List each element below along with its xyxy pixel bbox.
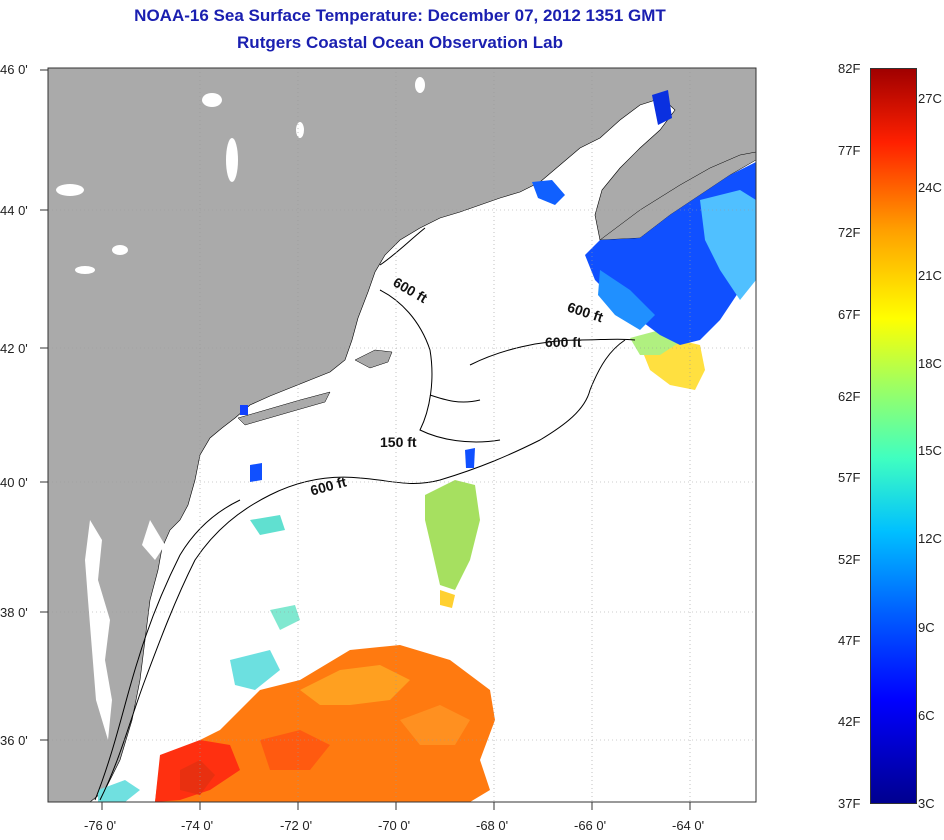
contour-label: 150 ft [380, 434, 417, 450]
map-title: NOAA-16 Sea Surface Temperature: Decembe… [134, 6, 666, 25]
lon-label: -68 0' [476, 818, 509, 833]
colorbar-f-label: 67F [838, 307, 861, 322]
colorbar-c-label: 6C [918, 708, 935, 723]
colorbar-f-label: 37F [838, 796, 861, 811]
lat-label: 38 0' [0, 605, 28, 620]
colorbar-f-label: 72F [838, 225, 861, 240]
colorbar-c-label: 24C [918, 180, 942, 195]
bathymetry-contours [94, 227, 636, 801]
chesapeake-bay [85, 520, 112, 740]
inland-lakes [56, 77, 425, 274]
lat-label: 40 0' [0, 475, 28, 490]
colorbar-c-label: 27C [918, 91, 942, 106]
sst-cold-region [240, 90, 756, 482]
colorbar-f-label: 47F [838, 633, 861, 648]
colorbar-f-label: 62F [838, 389, 861, 404]
map-subtitle: Rutgers Coastal Ocean Observation Lab [237, 33, 563, 52]
land-mass [48, 68, 756, 802]
cape-cod [354, 349, 393, 369]
colorbar-c-label: 21C [918, 268, 942, 283]
map-frame [47, 67, 757, 803]
lon-label: -66 0' [574, 818, 607, 833]
colorbar-f-label: 42F [838, 714, 861, 729]
colorbar-c-label: 9C [918, 620, 935, 635]
lat-label: 44 0' [0, 203, 28, 218]
colorbar-c-label: 15C [918, 443, 942, 458]
lon-label: -74 0' [181, 818, 214, 833]
lon-label: -70 0' [378, 818, 411, 833]
lat-label: 42 0' [0, 341, 28, 356]
lon-label: -64 0' [672, 818, 705, 833]
nova-scotia [599, 151, 756, 241]
sst-mid-region [98, 330, 705, 802]
delaware-bay [142, 520, 165, 560]
lon-label: -72 0' [280, 818, 313, 833]
colorbar-f-label: 77F [838, 143, 861, 158]
lon-label: -76 0' [84, 818, 117, 833]
temperature-colorbar [870, 68, 917, 804]
long-island [237, 391, 331, 426]
colorbar-c-label: 3C [918, 796, 935, 811]
lat-label: 36 0' [0, 733, 28, 748]
colorbar-f-label: 82F [838, 61, 861, 76]
gulf-of-maine [400, 185, 590, 305]
sst-warm-region [155, 645, 495, 802]
axis-ticks [40, 69, 691, 810]
colorbar-c-label: 18C [918, 356, 942, 371]
colorbar-f-label: 57F [838, 470, 861, 485]
colorbar-c-label: 12C [918, 531, 942, 546]
contour-label: 600 ft [545, 334, 582, 350]
colorbar-f-label: 52F [838, 552, 861, 567]
lat-label: 46 0' [0, 62, 28, 77]
